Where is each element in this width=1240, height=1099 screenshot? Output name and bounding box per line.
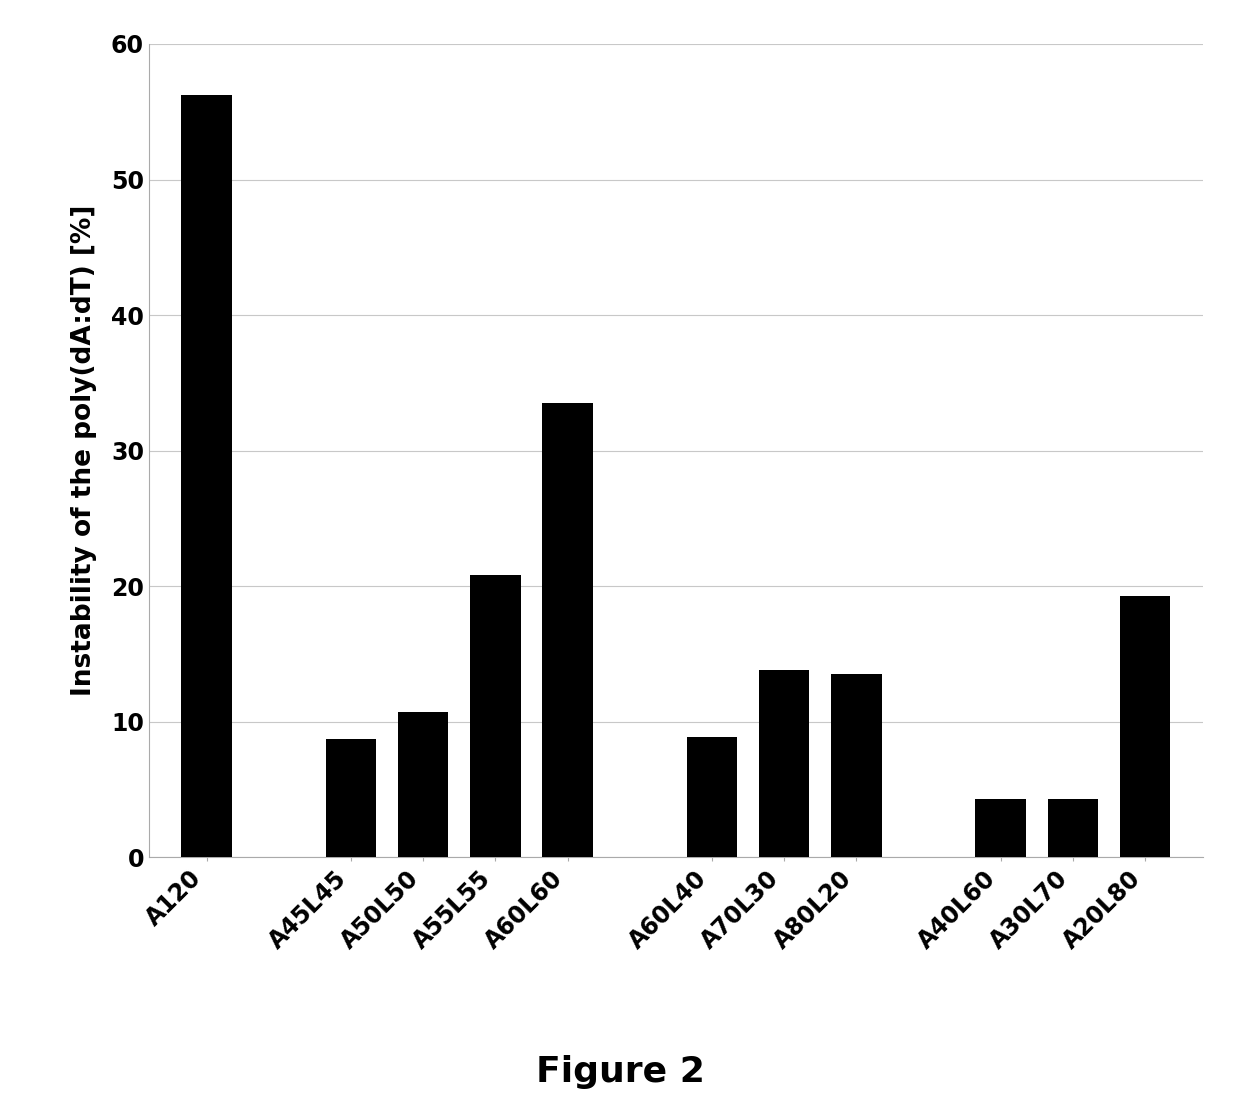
Bar [759, 670, 810, 857]
Bar [1120, 596, 1171, 857]
Bar [687, 736, 737, 857]
Bar [326, 740, 376, 857]
Bar [542, 403, 593, 857]
Bar [470, 575, 521, 857]
Bar [181, 96, 232, 857]
Y-axis label: Instability of the poly(dA:dT) [%]: Instability of the poly(dA:dT) [%] [71, 204, 97, 697]
Bar [398, 712, 449, 857]
Bar [831, 675, 882, 857]
Bar [1048, 799, 1099, 857]
Text: Figure 2: Figure 2 [536, 1055, 704, 1088]
Bar [976, 799, 1025, 857]
